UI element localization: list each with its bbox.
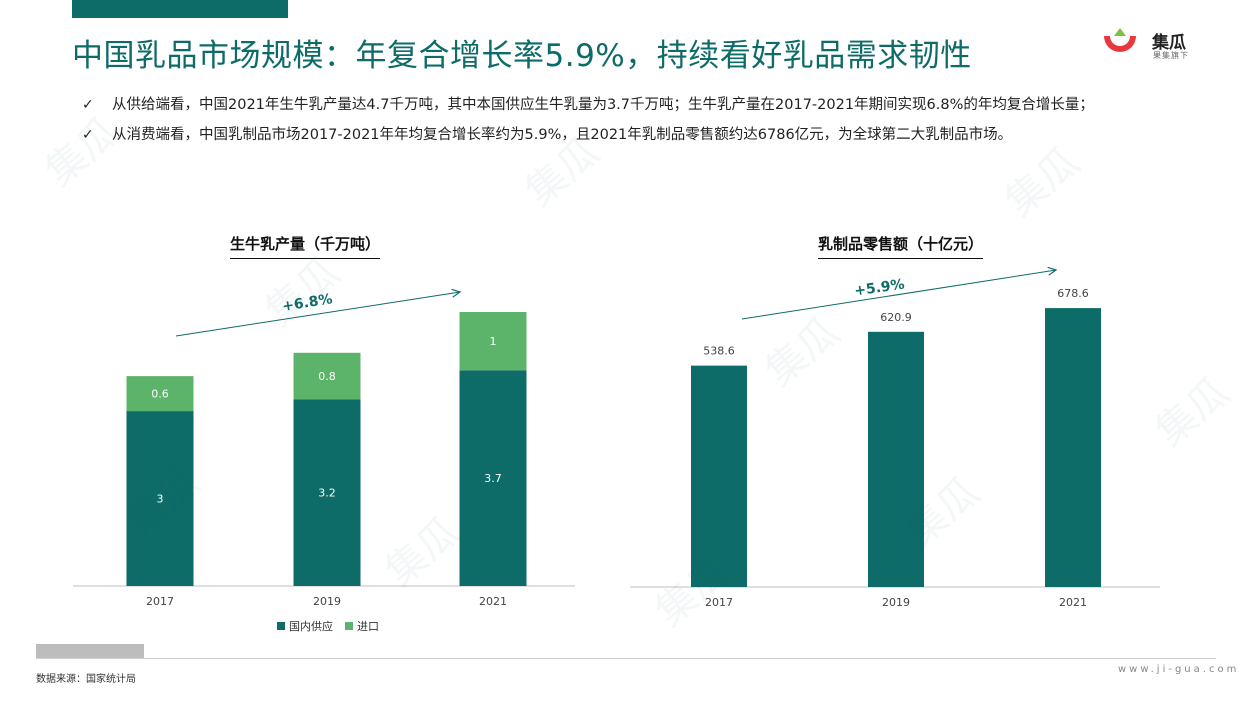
chart1-bar-domestic-2021 bbox=[459, 370, 527, 586]
chart1-data-label-domestic-2019: 3.2 bbox=[318, 487, 336, 500]
logo-mark-icon bbox=[1104, 28, 1136, 52]
chart2-data-label-2021: 678.6 bbox=[1057, 287, 1089, 300]
bullet-consumption: ✓ 从消费端看，中国乳制品市场2017-2021年年均复合增长率约为5.9%，且… bbox=[80, 122, 1180, 149]
chart1-legend-label-import: 进口 bbox=[357, 620, 379, 633]
chart1-data-label-import-2021: 1 bbox=[490, 335, 497, 348]
chart1-tick-label-2019: 2019 bbox=[313, 595, 341, 608]
chart2-bar-2017 bbox=[691, 365, 747, 587]
chart1-bar-domestic-2019 bbox=[293, 399, 361, 586]
chart2-tick-label-2017: 2017 bbox=[705, 596, 733, 609]
website-url[interactable]: www.ji-gua.com bbox=[1118, 664, 1240, 675]
chart1-bar-domestic-2017 bbox=[126, 411, 194, 586]
chart1-data-label-domestic-2021: 3.7 bbox=[484, 472, 502, 485]
chart1-growth-arrow bbox=[175, 292, 460, 337]
chart2-bar-2021 bbox=[1045, 308, 1101, 587]
check-icon: ✓ bbox=[82, 97, 94, 113]
chart1-data-label-import-2017: 0.6 bbox=[151, 388, 169, 401]
top-accent-bar bbox=[72, 0, 288, 18]
chart1-bar-import-2021 bbox=[459, 311, 527, 371]
chart1-legend-label-domestic: 国内供应 bbox=[289, 619, 333, 633]
footer-gray-block bbox=[36, 644, 144, 658]
chart1-bar-import-2019 bbox=[293, 352, 361, 400]
chart2-data-label-2017: 538.6 bbox=[703, 345, 735, 358]
bullet-supply: ✓ 从供给端看，中国2021年生牛乳产量达4.7千万吨，其中本国供应生牛乳量为3… bbox=[80, 92, 1180, 119]
chart2-growth-arrow bbox=[741, 270, 1056, 320]
bullet-supply-text: 从供给端看，中国2021年生牛乳产量达4.7千万吨，其中本国供应生牛乳量为3.7… bbox=[112, 97, 1094, 113]
brand-logo[interactable]: 集瓜 果集旗下 bbox=[1100, 24, 1230, 64]
page-title: 中国乳品市场规模：年复合增长率5.9%，持续看好乳品需求韧性 bbox=[72, 38, 972, 74]
logo-name: 集瓜 bbox=[1152, 33, 1186, 53]
chart-title-dairy-retail: 乳制品零售额（十亿元） bbox=[818, 233, 984, 259]
chart2-tick-label-2019: 2019 bbox=[882, 596, 910, 609]
chart1-legend-swatch-import bbox=[345, 622, 353, 630]
bullet-list: ✓ 从供给端看，中国2021年生牛乳产量达4.7千万吨，其中本国供应生牛乳量为3… bbox=[80, 92, 1180, 152]
chart1-data-label-domestic-2017: 3 bbox=[157, 493, 164, 506]
chart1-bar-import-2017 bbox=[126, 376, 194, 412]
chart1-growth-label: +6.8% bbox=[281, 291, 333, 315]
chart1-data-label-import-2019: 0.8 bbox=[318, 370, 336, 383]
chart2-growth-label: +5.9% bbox=[853, 277, 905, 300]
data-source: 数据来源：国家统计局 bbox=[36, 674, 136, 685]
chart2-data-label-2019: 620.9 bbox=[880, 311, 912, 324]
chart2-bar-2019 bbox=[868, 331, 924, 587]
bullet-consumption-text: 从消费端看，中国乳制品市场2017-2021年年均复合增长率约为5.9%，且20… bbox=[112, 127, 1013, 143]
check-icon: ✓ bbox=[82, 127, 94, 143]
chart1-tick-label-2021: 2021 bbox=[479, 595, 507, 608]
chart1-tick-label-2017: 2017 bbox=[146, 595, 174, 608]
chart2-tick-label-2021: 2021 bbox=[1059, 596, 1087, 609]
logo-tagline: 果集旗下 bbox=[1153, 51, 1189, 60]
footer-divider bbox=[36, 658, 1216, 659]
chart1-legend-swatch-domestic bbox=[277, 622, 285, 630]
chart-title-raw-milk: 生牛乳产量（千万吨） bbox=[230, 233, 381, 259]
